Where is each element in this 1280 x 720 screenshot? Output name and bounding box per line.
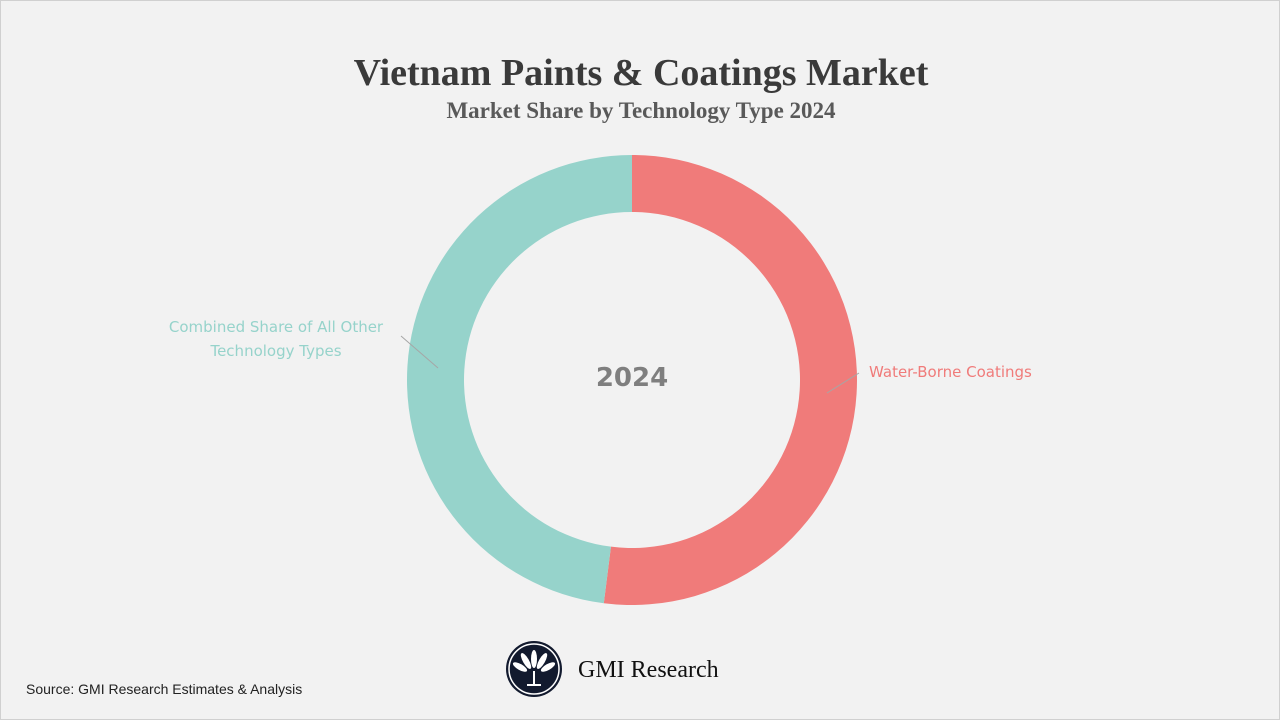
donut-slice <box>603 155 857 605</box>
slice-label-water-borne: Water-Borne Coatings <box>869 363 1032 381</box>
chart-subtitle: Market Share by Technology Type 2024 <box>446 98 836 123</box>
source-note: Source: GMI Research Estimates & Analysi… <box>26 681 303 697</box>
leader-line <box>826 372 860 394</box>
donut-slice <box>406 155 632 604</box>
slice-label-others: Combined Share of All Other Technology T… <box>168 318 384 360</box>
center-label: 2024 <box>596 363 668 393</box>
gmi-logo-icon <box>506 641 562 697</box>
chart-title: Vietnam Paints & Coatings Market <box>353 52 929 94</box>
brand-name: GMI Research <box>578 657 719 683</box>
leader-line <box>400 335 439 369</box>
